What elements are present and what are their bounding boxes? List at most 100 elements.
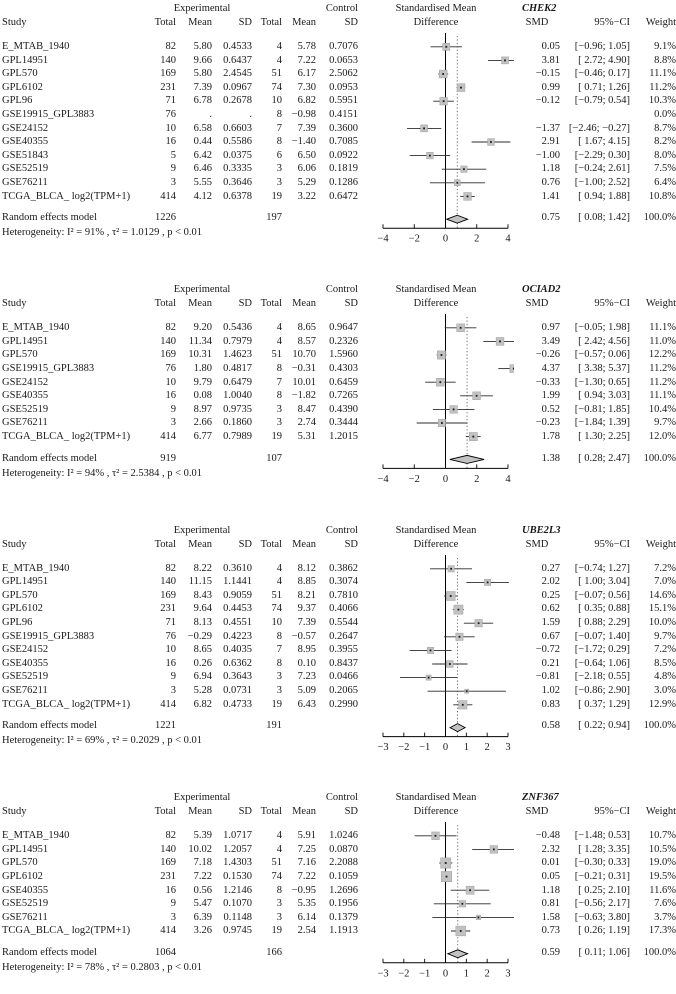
exp-sd: 0.7989 xyxy=(223,430,252,442)
ctl-sd: 0.7085 xyxy=(329,136,358,148)
study-name: E_MTAB_1940 xyxy=(2,322,70,334)
study-marker xyxy=(409,152,451,160)
exp-mean: 5.55 xyxy=(193,176,212,188)
ctl-sd: 0.4390 xyxy=(329,403,358,415)
ctl-mean: 0.10 xyxy=(297,657,316,669)
smd-value: 1.02 xyxy=(541,684,560,696)
ctl-total: 4 xyxy=(276,576,282,588)
ctl-sd: 1.2696 xyxy=(329,884,358,896)
ci-value: [ 0.94; 1.88] xyxy=(578,190,630,202)
ctl-total: 4 xyxy=(276,41,282,52)
study-name: GSE52519 xyxy=(2,671,49,683)
random-ctl-total: 166 xyxy=(266,946,282,958)
study-marker xyxy=(400,674,457,680)
pooled-ci-value: [ 0.11; 1.06] xyxy=(578,946,630,958)
ci-value: [−0.57; 0.06] xyxy=(574,349,630,361)
exp-sd: 0.9745 xyxy=(223,925,252,937)
smd-value: 0.25 xyxy=(541,589,560,601)
pooled-diamond xyxy=(449,455,485,465)
smd-value: 1.18 xyxy=(541,163,560,175)
study-row: GPL570 169 8.43 0.9059 51 8.21 0.7810 0.25 [−0.0… xyxy=(0,589,676,603)
pooled-diamond xyxy=(445,214,469,224)
exp-total: 16 xyxy=(165,136,177,148)
study-name: GSE19915_GPL3883 xyxy=(2,108,95,120)
exp-sd: 0.7979 xyxy=(223,335,252,347)
exp-sd: 0.4223 xyxy=(223,630,252,642)
ci-value: [ 3.38; 5.37] xyxy=(578,362,630,374)
ci-value: [−0.74; 1.27] xyxy=(574,562,630,574)
x-axis-tick-label: 3 xyxy=(505,968,510,979)
exp-total: 169 xyxy=(160,589,176,601)
ctl-total: 3 xyxy=(276,417,282,429)
ci-value: [ 0.88; 2.29] xyxy=(578,616,630,628)
random-effects-row: Random effects model 919 107 1.38 [ 0.28; 2.… xyxy=(0,452,676,466)
exp-total: 414 xyxy=(160,925,176,937)
smd-value: 0.76 xyxy=(541,176,560,188)
x-axis-tick-label: 3 xyxy=(505,742,510,753)
study-row: GPL570 169 5.80 2.4545 51 6.17 2.5062 −0.15 [−0.… xyxy=(0,67,676,81)
weight-value: 8.8% xyxy=(654,54,676,66)
col-header-exp-sd: SD xyxy=(238,298,252,310)
smd-value: 0.83 xyxy=(541,698,560,710)
study-row: GSE52519 9 8.97 0.9735 3 8.47 0.4390 0.52 [−0.81… xyxy=(0,403,676,417)
study-row: TCGA_BLCA_ log2(TPM+1) 414 6.82 0.4733 19 6.4… xyxy=(0,698,676,712)
col-header-exp-sd: SD xyxy=(238,538,252,550)
study-name: GPL570 xyxy=(2,349,38,361)
study-marker xyxy=(441,165,487,173)
exp-sd: 0.6437 xyxy=(223,54,252,66)
ctl-total: 10 xyxy=(271,616,283,628)
ctl-mean: 8.21 xyxy=(297,589,316,601)
ctl-total: 3 xyxy=(276,176,282,188)
smd-value: 0.97 xyxy=(541,322,560,334)
col-group-experimental: Experimental xyxy=(173,284,231,296)
x-axis-tick-label: 0 xyxy=(443,968,448,979)
plot-header-line2: Difference xyxy=(413,298,459,310)
ci-value: [−1.72; 0.29] xyxy=(574,644,630,656)
plot-header-line1: Standardised Mean xyxy=(395,3,477,14)
ctl-mean: 6.14 xyxy=(297,911,316,923)
ci-value: [−0.24; 2.61] xyxy=(574,163,630,175)
ctl-sd: 0.7076 xyxy=(329,41,358,52)
study-row: GSE52519 9 6.46 0.3335 3 6.06 0.1819 1.18 [−0.24… xyxy=(0,162,676,176)
exp-total: 10 xyxy=(165,122,177,134)
ctl-mean: −0.98 xyxy=(291,108,316,120)
ctl-sd: 0.6472 xyxy=(329,190,358,202)
smd-value: −0.48 xyxy=(535,830,560,842)
plot-header-line1: Standardised Mean xyxy=(395,792,477,804)
study-name: GPL570 xyxy=(2,857,38,869)
exp-mean: 3.26 xyxy=(193,925,212,937)
ctl-sd: 0.0466 xyxy=(329,671,358,683)
ctl-total: 3 xyxy=(276,684,282,696)
ci-value: [ 0.37; 1.29] xyxy=(578,698,630,710)
study-name: GSE19915_GPL3883 xyxy=(2,630,95,642)
study-row: GSE76211 3 6.39 0.1148 3 6.14 0.1379 1.58 [−0.63… xyxy=(0,911,676,925)
exp-mean: 8.22 xyxy=(193,562,212,574)
study-row: GSE40355 16 0.26 0.6362 8 0.10 0.8437 0.21 [−0.6… xyxy=(0,657,676,671)
smd-value: −0.33 xyxy=(535,376,560,388)
exp-mean: 4.12 xyxy=(193,190,212,202)
exp-total: 414 xyxy=(160,190,176,202)
exp-total: 231 xyxy=(160,81,176,93)
study-row: GPL570 169 7.18 1.4303 51 7.16 2.2088 0.01 [−0.3… xyxy=(0,856,676,870)
col-header-ctl-sd: SD xyxy=(344,538,358,550)
study-marker xyxy=(460,192,475,201)
smd-value: −0.12 xyxy=(535,95,560,107)
ctl-sd: 0.5951 xyxy=(329,95,358,107)
ctl-sd: 0.8437 xyxy=(329,657,358,669)
exp-total: 414 xyxy=(160,430,176,442)
weight-value: 7.2% xyxy=(654,562,676,574)
smd-value: −0.15 xyxy=(535,68,560,80)
point-estimate xyxy=(456,181,459,184)
study-marker xyxy=(407,124,442,133)
study-row: GPL570 169 10.31 1.4623 51 10.70 1.5960 −0.26 [−… xyxy=(0,348,676,362)
ctl-mean: 8.47 xyxy=(297,403,316,415)
weight-value: 7.2% xyxy=(654,644,676,656)
weight-square xyxy=(509,364,514,373)
study-name: GSE52519 xyxy=(2,898,49,910)
exp-total: 169 xyxy=(160,857,176,869)
weight-value: 10.8% xyxy=(648,190,676,202)
exp-sd: 1.2146 xyxy=(223,884,252,896)
point-estimate xyxy=(465,689,468,692)
exp-mean: 6.58 xyxy=(193,122,212,134)
